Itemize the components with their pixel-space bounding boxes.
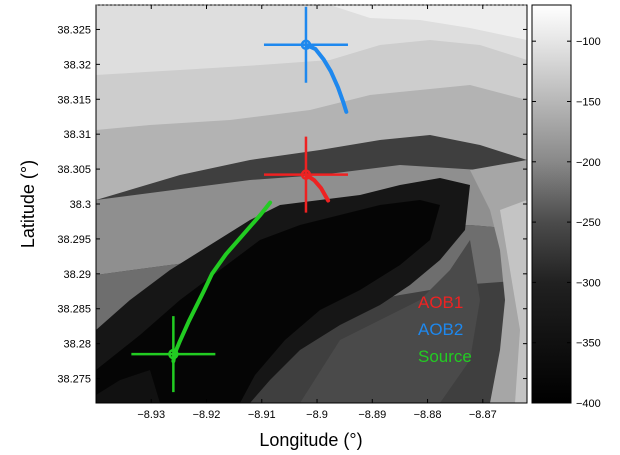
y-tick-label: 38.29 bbox=[63, 269, 91, 281]
y-tick-label: 38.275 bbox=[57, 374, 91, 386]
aob1-track bbox=[304, 172, 331, 203]
aob2-track bbox=[304, 42, 349, 114]
bathymetry-map bbox=[96, 5, 527, 403]
y-tick-label: 38.31 bbox=[63, 129, 91, 141]
colorbar-tick-label: −200 bbox=[576, 157, 601, 169]
x-tick-label: −8.93 bbox=[137, 409, 165, 421]
legend-entry-aob1: AOB1 bbox=[418, 293, 463, 312]
y-tick-label: 38.295 bbox=[57, 234, 91, 246]
aob1-marker bbox=[300, 169, 312, 180]
x-tick-label: −8.91 bbox=[248, 409, 276, 421]
legend-entry-aob2: AOB2 bbox=[418, 320, 463, 339]
y-tick-label: 38.32 bbox=[63, 59, 91, 71]
x-tick-label: −8.92 bbox=[193, 409, 221, 421]
colorbar-ticks: −100 −150 −200 −250 −300 −350 −400 bbox=[532, 36, 601, 410]
colorbar-tick-label: −300 bbox=[576, 277, 601, 289]
x-tick-label: −8.87 bbox=[469, 409, 497, 421]
colorbar-tick-label: −350 bbox=[576, 338, 601, 350]
y-tick-label: 38.325 bbox=[57, 24, 91, 36]
aob2-marker bbox=[300, 39, 312, 51]
y-tick-label: 38.3 bbox=[70, 199, 91, 211]
source-track bbox=[171, 200, 273, 364]
legend: AOB1 AOB2 Source bbox=[418, 293, 472, 366]
x-axis: −8.93 −8.92 −8.91 −8.9 −8.89 −8.88 −8.87 bbox=[137, 5, 497, 421]
y-axis: 38.275 38.28 38.285 38.29 38.295 38.3 38.305 38… bbox=[57, 24, 527, 386]
y-axis-label: Latitude (°) bbox=[18, 160, 38, 248]
x-tick-label: −8.88 bbox=[414, 409, 442, 421]
colorbar-tick-label: −250 bbox=[576, 217, 601, 229]
source-marker bbox=[168, 348, 179, 360]
x-tick-label: −8.89 bbox=[358, 409, 386, 421]
y-tick-label: 38.28 bbox=[63, 339, 91, 351]
y-tick-label: 38.315 bbox=[57, 94, 91, 106]
colorbar bbox=[531, 4, 572, 404]
colorbar-tick-label: −150 bbox=[576, 96, 601, 108]
tracks-layer bbox=[131, 6, 349, 393]
x-axis-label: Longitude (°) bbox=[259, 430, 362, 450]
y-tick-label: 38.305 bbox=[57, 164, 91, 176]
legend-entry-source: Source bbox=[418, 347, 472, 366]
x-tick-label: −8.9 bbox=[306, 409, 328, 421]
colorbar-tick-label: −400 bbox=[576, 398, 601, 410]
y-tick-label: 38.285 bbox=[57, 304, 91, 316]
colorbar-tick-label: −100 bbox=[576, 36, 601, 48]
